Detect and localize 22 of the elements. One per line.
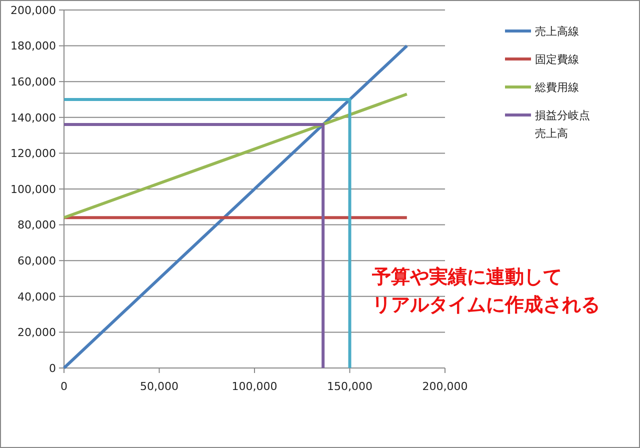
legend-label: 売上高線 [535, 24, 579, 38]
y-tick-label: 100,000 [10, 182, 56, 196]
x-tick-label: 0 [60, 380, 68, 393]
annotation: リアルタイムに作成される [372, 294, 600, 316]
y-tick-label: 20,000 [18, 326, 56, 340]
y-tick-label: 60,000 [18, 254, 56, 268]
legend-label: 総費用線 [534, 80, 579, 94]
y-tick-label: 140,000 [10, 111, 56, 124]
legend-label: 固定費線 [535, 52, 579, 66]
y-tick-label: 200,000 [10, 4, 56, 17]
x-tick-label: 150,000 [327, 380, 372, 393]
y-tick-label: 160,000 [10, 75, 56, 88]
annotation: 予算や実績に連動して [371, 266, 562, 288]
y-tick-label: 180,000 [10, 40, 56, 53]
x-tick-label: 50,000 [140, 380, 178, 393]
y-tick-label: 120,000 [10, 147, 56, 160]
legend-label: 損益分岐点売上高 [535, 108, 590, 140]
x-tick-label: 100,000 [232, 380, 278, 393]
y-tick-label: 80,000 [18, 218, 56, 232]
y-tick-label: 0 [49, 362, 56, 375]
x-tick-label: 200,000 [422, 380, 468, 393]
y-tick-label: 40,000 [18, 290, 56, 304]
